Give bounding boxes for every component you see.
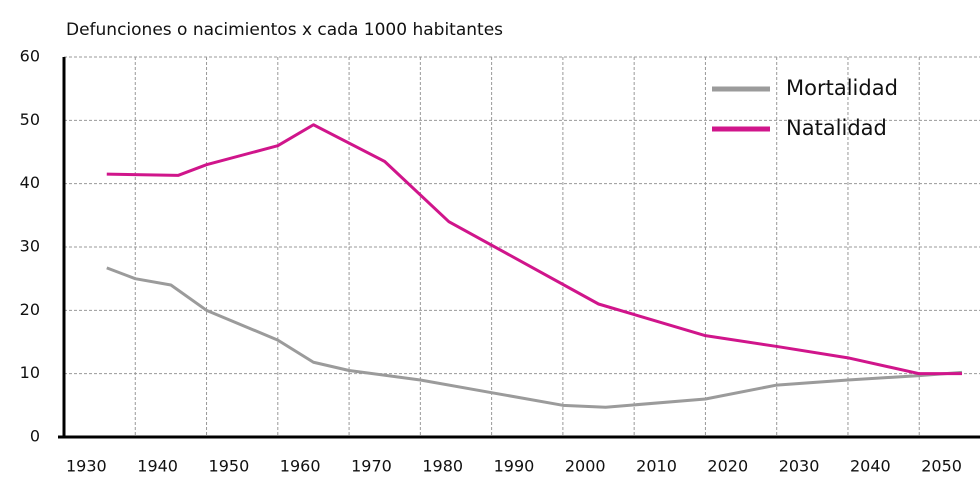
x-tick-label: 1970 — [351, 457, 392, 476]
legend-label: Natalidad — [786, 116, 887, 140]
series-line — [106, 266, 963, 409]
y-tick-label: 20 — [20, 300, 40, 319]
y-tick-label: 60 — [20, 47, 40, 66]
x-tick-label: 2040 — [850, 457, 891, 476]
x-tick-label: 2050 — [921, 457, 962, 476]
x-tick-label: 1930 — [66, 457, 107, 476]
series-line — [106, 123, 962, 376]
x-tick-label: 2030 — [779, 457, 820, 476]
x-tick-label: 1990 — [494, 457, 535, 476]
x-tick-label: 1960 — [280, 457, 321, 476]
chart-title: Defunciones o nacimientos x cada 1000 ha… — [66, 20, 503, 40]
legend-label: Mortalidad — [786, 76, 898, 100]
x-tick-label: 2020 — [707, 457, 748, 476]
x-tick-label: 2010 — [636, 457, 677, 476]
y-tick-label: 10 — [20, 363, 40, 382]
x-tick-label: 1940 — [137, 457, 178, 476]
y-tick-label: 30 — [20, 237, 40, 256]
y-tick-label: 50 — [20, 110, 40, 129]
x-tick-label: 2000 — [565, 457, 606, 476]
x-tick-label: 1950 — [209, 457, 250, 476]
y-tick-label: 0 — [30, 427, 40, 446]
x-tick-label: 1980 — [422, 457, 463, 476]
y-tick-label: 40 — [20, 173, 40, 192]
